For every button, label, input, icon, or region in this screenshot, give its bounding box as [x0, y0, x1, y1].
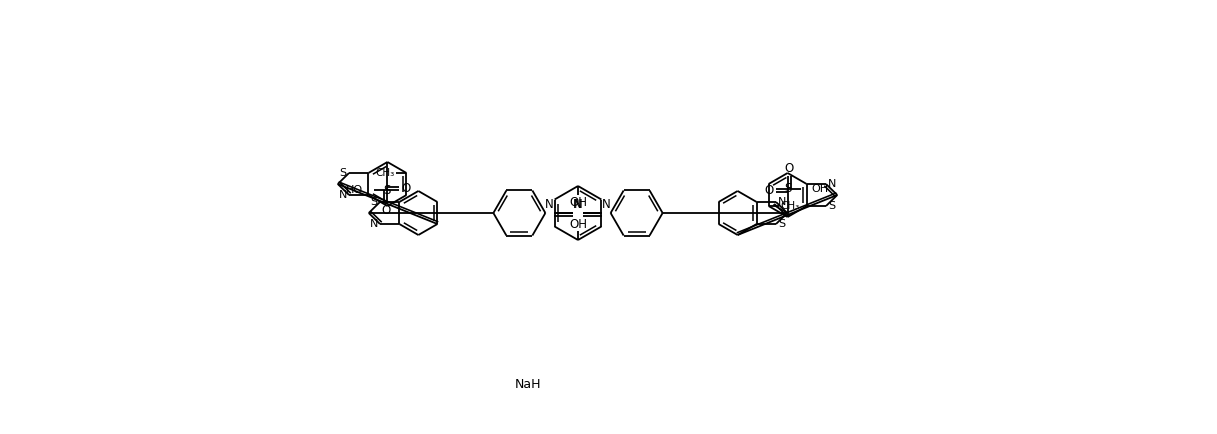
Text: OH: OH — [812, 184, 829, 194]
Text: N: N — [545, 198, 554, 211]
Text: S: S — [829, 201, 836, 211]
Text: CH₃: CH₃ — [375, 168, 394, 178]
Text: OH: OH — [570, 195, 587, 208]
Text: S: S — [383, 184, 391, 197]
Text: O: O — [764, 184, 773, 197]
Text: OH: OH — [570, 217, 587, 230]
Text: N: N — [778, 197, 786, 207]
Text: S: S — [779, 219, 786, 229]
Text: O: O — [382, 204, 391, 217]
Text: HO: HO — [347, 185, 364, 195]
Text: N: N — [828, 179, 836, 189]
Text: N: N — [370, 219, 378, 229]
Text: N: N — [602, 198, 611, 211]
Text: N: N — [573, 198, 582, 211]
Text: N: N — [574, 198, 583, 211]
Text: S: S — [370, 197, 377, 207]
Text: N: N — [338, 190, 347, 200]
Text: S: S — [340, 168, 347, 178]
Text: O: O — [402, 183, 411, 195]
Text: CH₃: CH₃ — [780, 201, 800, 211]
Text: O: O — [784, 162, 793, 175]
Text: NaH: NaH — [515, 378, 542, 391]
Text: S: S — [784, 183, 791, 195]
